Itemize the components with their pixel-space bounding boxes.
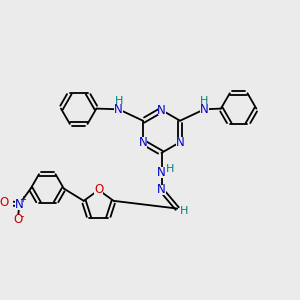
Text: N: N xyxy=(176,136,184,148)
FancyBboxPatch shape xyxy=(139,137,147,148)
FancyBboxPatch shape xyxy=(15,199,24,210)
Text: H: H xyxy=(166,164,174,174)
Text: O: O xyxy=(13,214,22,226)
Text: H: H xyxy=(180,206,188,216)
FancyBboxPatch shape xyxy=(167,164,174,173)
FancyBboxPatch shape xyxy=(94,184,103,195)
Text: N: N xyxy=(157,184,166,196)
FancyBboxPatch shape xyxy=(158,105,166,116)
Text: N: N xyxy=(114,103,123,116)
FancyBboxPatch shape xyxy=(14,214,22,225)
Text: N: N xyxy=(157,166,166,179)
Text: N: N xyxy=(200,103,209,116)
FancyBboxPatch shape xyxy=(176,137,184,148)
Text: N: N xyxy=(139,136,147,148)
FancyBboxPatch shape xyxy=(0,197,9,208)
FancyBboxPatch shape xyxy=(200,104,208,115)
Text: N: N xyxy=(157,103,166,116)
FancyBboxPatch shape xyxy=(157,167,166,178)
FancyBboxPatch shape xyxy=(114,104,123,115)
FancyBboxPatch shape xyxy=(157,184,166,195)
Text: +: + xyxy=(20,196,26,205)
FancyBboxPatch shape xyxy=(181,207,188,216)
FancyBboxPatch shape xyxy=(115,96,123,107)
Text: -: - xyxy=(21,212,24,221)
Text: O: O xyxy=(0,196,9,209)
Text: H: H xyxy=(115,96,123,106)
FancyBboxPatch shape xyxy=(200,96,208,107)
Text: N: N xyxy=(15,198,24,211)
Text: H: H xyxy=(200,96,208,106)
Text: O: O xyxy=(94,184,103,196)
